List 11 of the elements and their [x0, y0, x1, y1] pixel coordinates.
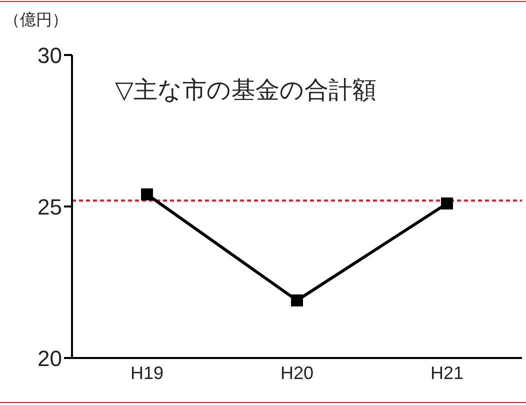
x-tick-label: H20 — [280, 362, 314, 383]
point — [291, 294, 303, 306]
point — [441, 197, 453, 210]
y-tick-label: 30 — [38, 42, 62, 68]
x-tick-label: H19 — [130, 362, 164, 383]
y-tick-label: 20 — [38, 346, 62, 371]
text: ▽主な市の基金の合計額 — [115, 76, 376, 106]
x-tick-label: H21 — [430, 362, 464, 383]
y-axis-title: （億円） — [4, 10, 68, 31]
y-tick-label: 25 — [38, 194, 62, 220]
point — [141, 188, 153, 200]
